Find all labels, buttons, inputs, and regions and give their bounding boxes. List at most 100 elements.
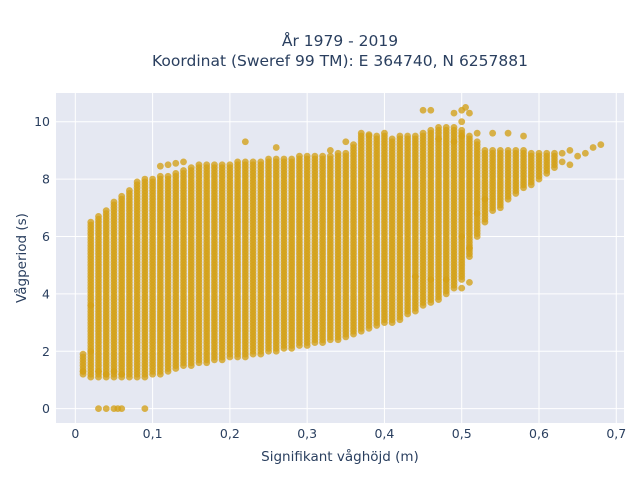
y-axis-title: Vågperiod (s) bbox=[13, 213, 30, 303]
data-point bbox=[435, 124, 442, 131]
data-point bbox=[141, 405, 149, 413]
data-point bbox=[473, 138, 481, 146]
x-tick-label: 0,5 bbox=[452, 426, 472, 441]
data-point bbox=[466, 132, 473, 140]
data-points bbox=[79, 103, 605, 413]
data-point bbox=[512, 146, 520, 154]
data-point bbox=[296, 152, 303, 160]
y-tick-label: 8 bbox=[42, 172, 50, 187]
data-point bbox=[149, 175, 157, 183]
data-point bbox=[87, 301, 95, 309]
data-point bbox=[87, 347, 95, 355]
data-point bbox=[249, 158, 257, 166]
data-point bbox=[195, 161, 203, 169]
data-point bbox=[504, 146, 512, 154]
data-point bbox=[110, 198, 118, 206]
x-tick-label: 0,2 bbox=[220, 426, 240, 441]
data-point bbox=[458, 126, 466, 134]
data-point bbox=[102, 370, 110, 378]
data-point bbox=[172, 169, 180, 177]
y-tick-label: 4 bbox=[42, 286, 50, 301]
chart-title-line2: Koordinat (Sweref 99 TM): E 364740, N 62… bbox=[152, 52, 528, 70]
data-point bbox=[589, 144, 597, 151]
data-point bbox=[427, 106, 435, 114]
data-point bbox=[597, 141, 605, 149]
data-point bbox=[126, 187, 133, 194]
data-point bbox=[450, 124, 458, 131]
data-point bbox=[257, 158, 265, 166]
data-point bbox=[156, 162, 164, 170]
data-point bbox=[551, 149, 558, 157]
x-tick-label: 0 bbox=[71, 426, 79, 441]
data-point bbox=[396, 132, 404, 140]
data-point bbox=[156, 172, 164, 180]
data-point bbox=[373, 132, 381, 140]
data-point bbox=[450, 138, 458, 146]
x-tick-label: 0,1 bbox=[143, 426, 163, 441]
data-point bbox=[102, 405, 110, 413]
data-point bbox=[79, 350, 87, 358]
data-point bbox=[435, 135, 442, 143]
data-point bbox=[280, 155, 288, 163]
data-point bbox=[141, 175, 149, 183]
data-point bbox=[411, 273, 419, 281]
data-point bbox=[265, 155, 272, 163]
data-point bbox=[272, 144, 280, 151]
data-point bbox=[427, 276, 435, 283]
data-point bbox=[118, 405, 126, 413]
data-point bbox=[458, 118, 466, 126]
data-point bbox=[226, 161, 234, 169]
data-point bbox=[419, 106, 427, 114]
data-point bbox=[87, 218, 95, 226]
data-point bbox=[241, 158, 249, 166]
data-point bbox=[473, 210, 481, 217]
data-point bbox=[110, 367, 118, 375]
data-point bbox=[326, 146, 334, 154]
data-point bbox=[581, 149, 589, 157]
data-point bbox=[365, 131, 373, 139]
data-point bbox=[334, 149, 342, 157]
data-point bbox=[288, 155, 296, 163]
x-tick-label: 0,3 bbox=[297, 426, 317, 441]
data-point bbox=[462, 103, 469, 111]
chart-title-line1: År 1979 - 2019 bbox=[282, 31, 398, 50]
data-point bbox=[566, 146, 574, 154]
y-tick-labels: 0 2 4 6 8 10 bbox=[34, 114, 50, 416]
data-point bbox=[381, 129, 388, 137]
data-point bbox=[496, 146, 504, 154]
data-point bbox=[419, 129, 427, 137]
data-point bbox=[95, 212, 102, 220]
data-point bbox=[450, 109, 458, 117]
data-point bbox=[303, 152, 311, 160]
data-point bbox=[458, 284, 466, 292]
data-point bbox=[350, 141, 357, 149]
data-point bbox=[458, 132, 466, 140]
data-point bbox=[504, 129, 512, 137]
data-point bbox=[458, 233, 466, 240]
data-point bbox=[95, 405, 102, 413]
data-point bbox=[164, 161, 172, 169]
data-point bbox=[404, 132, 412, 140]
y-tick-label: 0 bbox=[42, 401, 50, 416]
x-tick-labels: 0 0,1 0,2 0,3 0,4 0,5 0,6 0,7 bbox=[71, 426, 626, 441]
data-point bbox=[95, 367, 102, 375]
data-point bbox=[172, 159, 180, 167]
data-point bbox=[342, 149, 350, 157]
y-tick-label: 2 bbox=[42, 344, 50, 359]
data-point bbox=[473, 129, 481, 137]
data-point bbox=[527, 149, 535, 157]
data-point bbox=[520, 146, 527, 154]
data-point bbox=[566, 161, 574, 169]
data-point bbox=[311, 152, 319, 160]
data-point bbox=[442, 124, 450, 131]
data-point bbox=[118, 192, 126, 200]
data-point bbox=[187, 164, 195, 172]
data-point bbox=[558, 158, 566, 166]
data-point bbox=[558, 149, 566, 157]
x-tick-label: 0,6 bbox=[529, 426, 549, 441]
data-point bbox=[489, 146, 497, 154]
data-point bbox=[466, 244, 473, 252]
data-point bbox=[118, 370, 126, 378]
